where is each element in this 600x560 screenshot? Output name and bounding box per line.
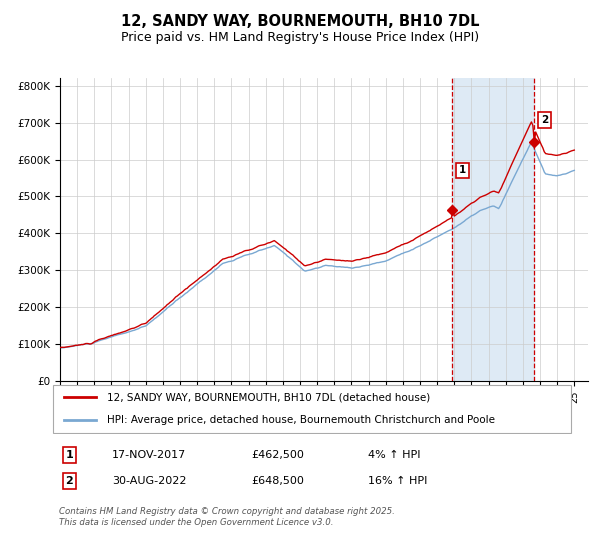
Text: 12, SANDY WAY, BOURNEMOUTH, BH10 7DL (detached house): 12, SANDY WAY, BOURNEMOUTH, BH10 7DL (de… bbox=[107, 392, 430, 402]
Text: £648,500: £648,500 bbox=[251, 476, 304, 486]
Text: 17-NOV-2017: 17-NOV-2017 bbox=[112, 450, 187, 460]
Text: 30-AUG-2022: 30-AUG-2022 bbox=[112, 476, 187, 486]
Text: Contains HM Land Registry data © Crown copyright and database right 2025.
This d: Contains HM Land Registry data © Crown c… bbox=[59, 507, 395, 527]
Text: 1: 1 bbox=[459, 165, 466, 175]
Text: £462,500: £462,500 bbox=[251, 450, 304, 460]
Text: 2: 2 bbox=[65, 476, 73, 486]
Text: 12, SANDY WAY, BOURNEMOUTH, BH10 7DL: 12, SANDY WAY, BOURNEMOUTH, BH10 7DL bbox=[121, 14, 479, 29]
Bar bbox=[452, 78, 534, 381]
Text: HPI: Average price, detached house, Bournemouth Christchurch and Poole: HPI: Average price, detached house, Bour… bbox=[107, 416, 495, 426]
Text: 1: 1 bbox=[65, 450, 73, 460]
Text: 2: 2 bbox=[541, 115, 548, 125]
Text: 4% ↑ HPI: 4% ↑ HPI bbox=[368, 450, 421, 460]
Text: 16% ↑ HPI: 16% ↑ HPI bbox=[368, 476, 428, 486]
Text: Price paid vs. HM Land Registry's House Price Index (HPI): Price paid vs. HM Land Registry's House … bbox=[121, 31, 479, 44]
